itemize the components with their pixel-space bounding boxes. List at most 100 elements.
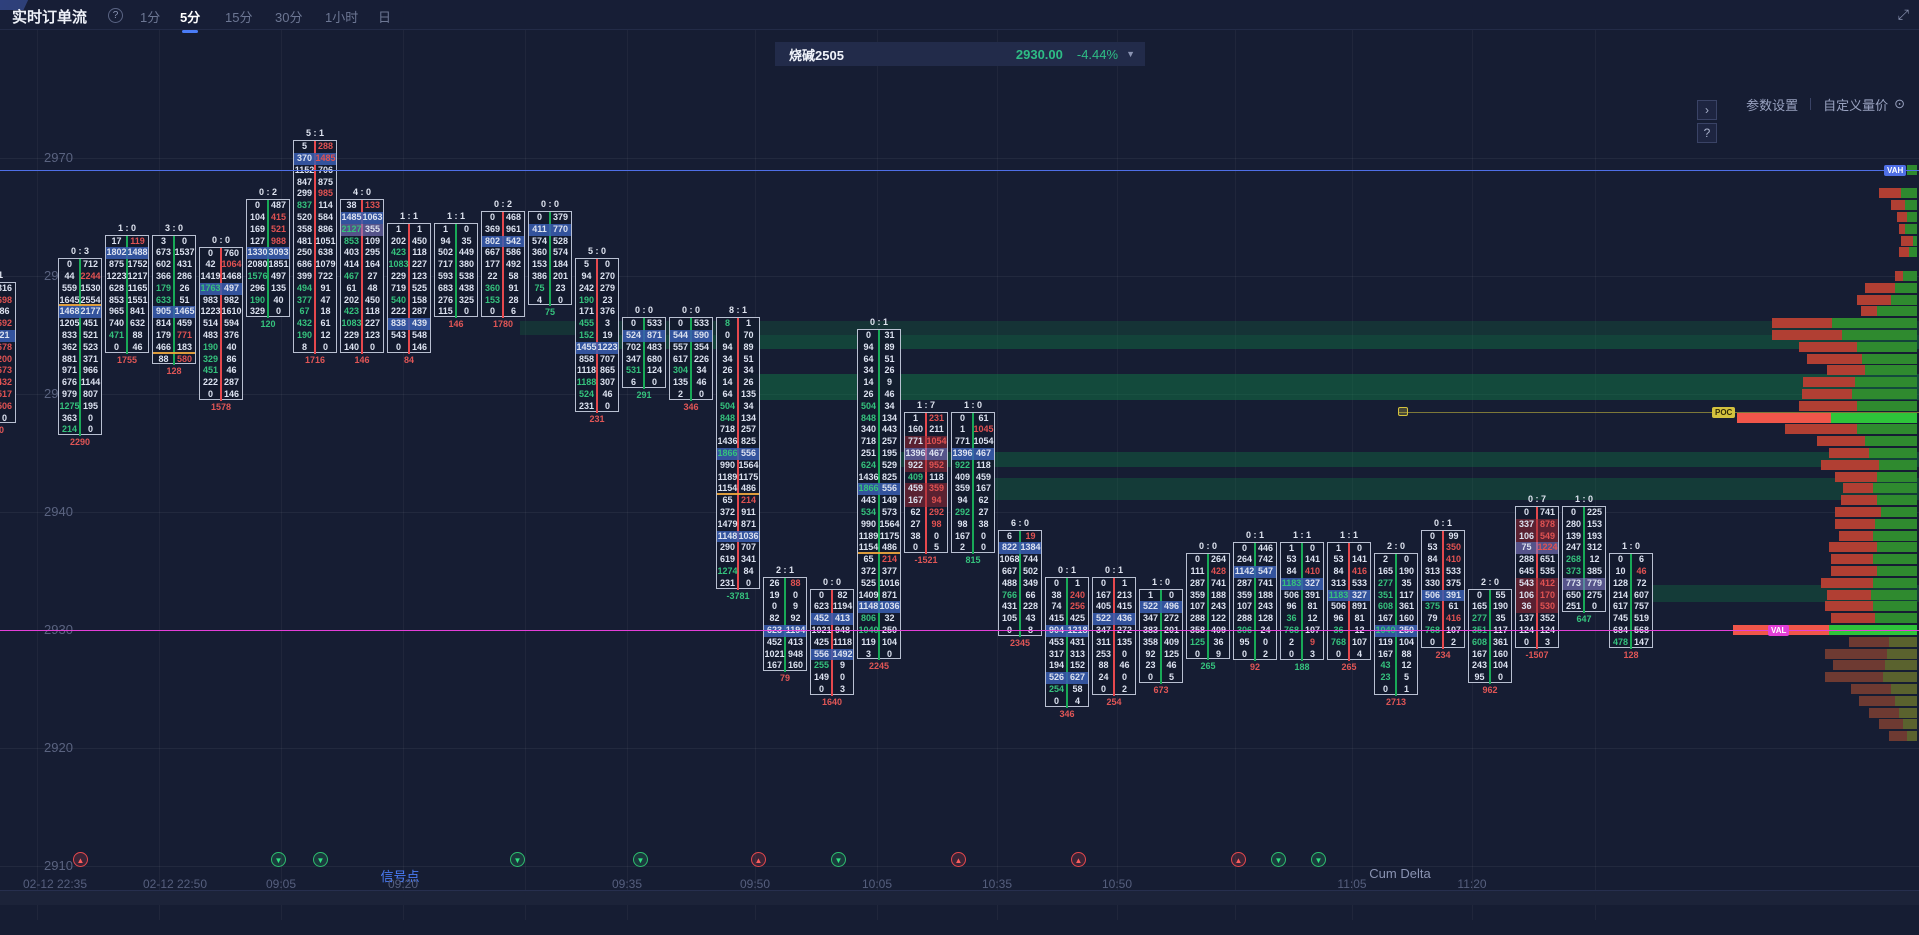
bid-volume: 0	[207, 247, 213, 258]
footprint-row: 1275 195	[59, 401, 101, 413]
ask-volume: 1851	[268, 259, 289, 270]
footprint-row: 6 19	[999, 531, 1041, 543]
footprint-row: 26 46	[858, 389, 900, 401]
ask-volume: 413	[787, 636, 804, 647]
bid-volume: 65	[863, 554, 874, 565]
ask-volume: 871	[740, 518, 757, 529]
ask-volume: 107	[1351, 636, 1368, 647]
bid-volume: 190	[249, 294, 266, 305]
profile-buy-segment	[1891, 294, 1917, 305]
ask-volume: 227	[364, 318, 381, 329]
imbalance-header: 1 : 0	[963, 399, 982, 410]
footprint-row: 1409 871	[858, 590, 900, 602]
footprint-row: 608 361	[1469, 637, 1511, 649]
bid-volume: 98	[957, 518, 968, 529]
tab-day[interactable]: 日	[378, 10, 392, 25]
volume-profile-bar	[1825, 672, 1917, 683]
footprint-row: 372 377	[858, 566, 900, 578]
profile-sell-segment	[1843, 483, 1873, 494]
bid-volume: 853	[343, 235, 360, 246]
panel-expand-button[interactable]: ›	[1697, 100, 1717, 120]
custom-volume-price-button[interactable]: 自定义量价	[1823, 97, 1889, 113]
footprint-row: 719 525	[388, 283, 430, 295]
volume-profile-bar	[1849, 636, 1917, 647]
footprint-row: 990 1564	[858, 519, 900, 531]
bid-volume: 718	[719, 424, 736, 435]
ask-volume: 201	[552, 271, 569, 282]
bid-volume: 0	[1335, 648, 1341, 659]
ask-volume: 225	[1586, 507, 1603, 518]
tab-1min[interactable]: 1分	[140, 10, 161, 25]
bid-volume: 372	[860, 566, 877, 577]
profile-sell-segment	[1802, 389, 1852, 399]
footprint-row: 153 184	[529, 259, 571, 271]
symbol-selector[interactable]: 烧碱2505 2930.00 -4.44% ▼	[775, 42, 1145, 66]
footprint-row: 526 627	[1046, 672, 1088, 685]
time-gridline	[1117, 30, 1118, 920]
ask-volume: 741	[1257, 577, 1274, 588]
footprint-row: 75 23	[529, 283, 571, 295]
x-axis-label: 11:05	[1337, 877, 1367, 891]
footprint-row: 214 607	[1610, 590, 1652, 602]
bid-volume: 53	[1286, 554, 1297, 565]
profile-buy-segment	[1903, 271, 1917, 281]
footprint-row: 85698	[0, 295, 15, 307]
footprint-row: 718 257	[858, 436, 900, 448]
footprint-row: 190 40	[247, 295, 289, 307]
ask-volume: 807	[82, 389, 99, 400]
footprint-row: 171 376	[576, 306, 618, 318]
footprint-row: 773 779	[1563, 577, 1605, 590]
profile-sell-segment	[1829, 448, 1869, 458]
ask-volume: 3	[1544, 636, 1550, 647]
bid-volume: 1479	[717, 518, 738, 529]
ask-volume: 21	[0, 330, 10, 341]
fullscreen-icon[interactable]: ⤢	[1897, 6, 1909, 22]
footprint-chart[interactable]: 2970296029502940293029202910VAHPOCVAL0 :…	[0, 30, 1919, 920]
tab-1hour[interactable]: 1小时	[325, 10, 359, 25]
footprint-row: 53 350	[1422, 542, 1464, 554]
footprint-row: 88 580	[153, 354, 195, 366]
ask-volume: 416	[1445, 613, 1462, 624]
profile-sell-segment	[1807, 353, 1862, 364]
bid-volume: 623	[813, 601, 830, 612]
ask-volume: 0	[1497, 672, 1503, 683]
footprint-row: 202 450	[341, 295, 383, 307]
bid-volume: 92	[1145, 648, 1156, 659]
footprint-column: 5 : 0 5 0 94 270 242 279 190 23 171 376 455 3 152 19 14…	[575, 246, 619, 424]
bid-volume: 53	[1333, 554, 1344, 565]
ask-volume: 492	[505, 259, 522, 270]
candle-body-line	[361, 200, 363, 354]
footprint-row: 405 415	[1093, 601, 1135, 613]
delta-footer: 146	[448, 319, 464, 330]
bid-volume: 351	[1377, 589, 1394, 600]
footprint-row: 38 133	[341, 200, 383, 212]
help-icon[interactable]: ?	[108, 8, 123, 23]
bid-volume: 149	[813, 672, 830, 683]
bid-volume: 1083	[388, 259, 409, 270]
signal-marker-down-icon: ▼	[1271, 852, 1286, 867]
tab-5min[interactable]: 5分	[180, 7, 200, 33]
ask-volume: 0	[1168, 589, 1174, 600]
ask-volume: 70	[743, 330, 754, 341]
footprint-row: 386 201	[529, 271, 571, 283]
footprint-column: 0 : 2 0 468 369 961 802 542 667 586 177 492 22 58 360…	[481, 199, 525, 329]
gear-icon[interactable]: ⊙	[1894, 96, 1905, 111]
tab-30min[interactable]: 30分	[275, 10, 303, 25]
bid-volume: 633	[155, 294, 172, 305]
profile-buy-segment	[1865, 436, 1917, 447]
footprint-row: 21021	[0, 330, 15, 342]
bid-volume: 288	[1518, 554, 1535, 565]
tab-15min[interactable]: 15分	[225, 10, 253, 25]
param-settings-button[interactable]: 参数设置	[1746, 97, 1799, 113]
ask-volume: 35	[1401, 577, 1412, 588]
bid-volume: 14	[722, 377, 733, 388]
bid-volume: 2127	[341, 223, 362, 234]
ask-volume: 1	[416, 223, 422, 234]
volume-profile-bar	[1772, 318, 1917, 329]
bid-volume: 38	[910, 530, 921, 541]
panel-help-button[interactable]: ?	[1697, 123, 1717, 143]
footprint-row: 1148 1036	[717, 530, 759, 543]
bid-volume: 0	[1523, 636, 1529, 647]
